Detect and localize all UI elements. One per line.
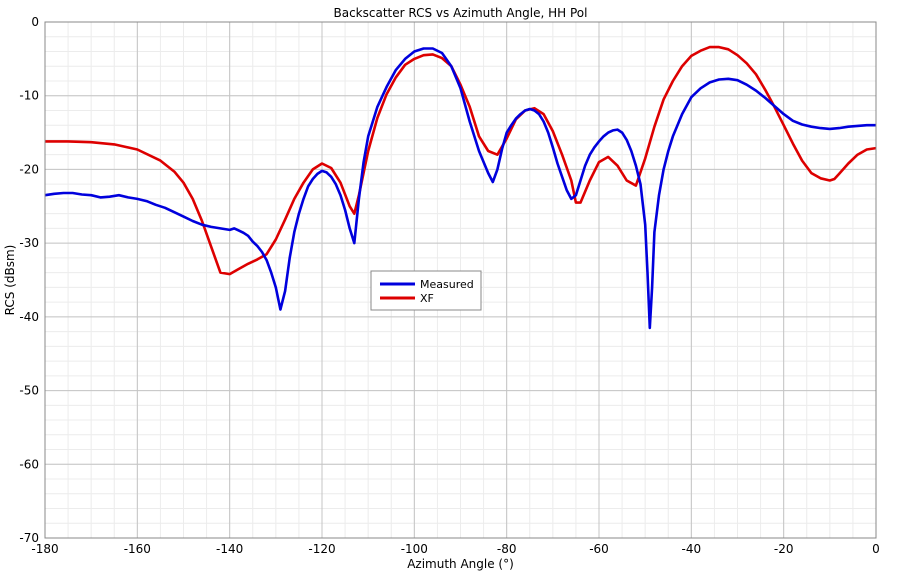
x-tick-label: -160 [124,542,151,556]
y-tick-label: -70 [19,531,39,545]
y-tick-label: -10 [19,89,39,103]
x-tick-label: -180 [31,542,58,556]
y-tick-label: -30 [19,236,39,250]
x-tick-label: -60 [589,542,609,556]
series-layer [44,45,877,330]
y-tick-label: -40 [19,310,39,324]
legend-label-measured: Measured [420,278,474,291]
x-tick-label: -20 [774,542,794,556]
x-tick-label: -100 [401,542,428,556]
chart-title: Backscatter RCS vs Azimuth Angle, HH Pol [334,6,588,20]
legend: Measured XF [370,270,482,311]
x-tick-label: -40 [682,542,702,556]
legend-label-xf: XF [420,292,434,305]
y-tick-label: -60 [19,457,39,471]
x-tick-label: 0 [872,542,880,556]
x-tick-label: -80 [497,542,517,556]
y-axis-ticks: 0 -10 -20 -30 -40 -50 -60 -70 [19,15,39,545]
series-line-measured [44,47,876,330]
x-tick-label: -120 [308,542,335,556]
y-tick-label: -20 [19,162,39,176]
legend-box [370,270,482,311]
y-tick-label: 0 [31,15,39,29]
plot-border [44,21,877,539]
y-tick-label: -50 [19,384,39,398]
x-tick-label: -140 [216,542,243,556]
y-axis-label: RCS (dBsm) [3,245,17,316]
x-axis-ticks: -180 -160 -140 -120 -100 -80 -60 -40 -20 0 [31,542,879,556]
x-axis-label: Azimuth Angle (°) [407,557,514,571]
